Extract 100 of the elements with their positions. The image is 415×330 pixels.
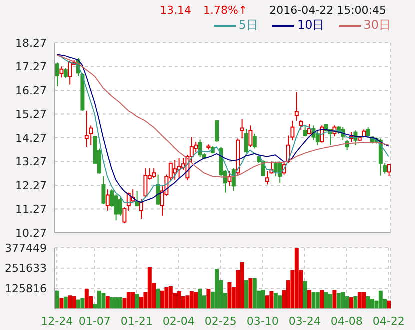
text: 13.14 [160,4,192,17]
bar [215,269,220,309]
candlestick [266,170,270,186]
bar [350,298,354,309]
candlestick [152,168,156,179]
candlestick [294,92,299,122]
x-tick-label: 01-07 [78,314,111,328]
x-tick-label: 02-25 [204,314,237,328]
legend-label: 30日 [364,17,391,34]
legend-label: 10日 [297,17,325,34]
candlestick [102,176,106,205]
bar [194,292,198,309]
candlestick [156,174,160,206]
y-tick-label: 16.27 [16,84,47,98]
bar [114,298,118,309]
bar [387,300,391,309]
candlestick [366,126,370,137]
bar [308,290,312,309]
bar [370,299,374,309]
bar [274,293,278,309]
bar [110,298,114,309]
x-tick-label: 12-24 [41,314,74,328]
legend-label: 5日 [238,17,258,34]
bar [126,292,131,309]
bar [148,267,152,309]
y-tick-label: 14.27 [16,132,47,145]
bar [294,248,299,309]
bar [198,289,202,309]
bar [106,296,110,309]
candlestick [252,133,257,150]
bar [336,293,341,309]
candlestick [60,66,64,78]
candlestick [240,118,244,140]
bar [164,287,169,309]
x-tick-label: 04-22 [372,314,405,328]
bar [341,292,346,309]
candlestick [177,158,182,179]
candlestick [198,139,202,158]
bar [354,296,358,309]
bar [206,289,211,309]
bar [177,292,182,309]
bar [278,296,282,309]
x-tick-label: 01-21 [120,314,153,328]
x-tick-label: 03-24 [288,314,321,328]
x-tick-label: 02-04 [162,314,195,328]
bar [362,292,366,309]
bar [240,262,244,309]
x-tick-label: 04-08 [330,314,363,328]
y-tick-label: 10.27 [16,226,47,240]
text: 1.78%↑ [204,4,248,17]
bar [102,293,106,309]
bar [80,298,85,309]
y-tick-label: 18.27 [16,36,47,50]
bar [72,296,76,309]
bar [168,286,173,309]
y-tick-label: 17.27 [16,60,47,74]
y-tick-label: 12.27 [16,179,47,192]
bar [84,289,89,309]
bar [266,296,270,309]
candlestick [118,197,122,216]
bar [160,290,164,309]
candlestick [316,130,320,146]
bar [303,281,308,309]
candlestick [274,161,278,177]
candlestick [64,68,68,79]
bar [228,282,232,309]
bar [270,292,274,309]
bar [252,278,257,309]
candlestick [244,128,248,154]
bar [244,280,248,309]
candlestick [303,125,308,138]
bar [324,292,328,309]
text: 2016-04-22 15:00:45 [270,4,386,17]
bar [332,290,337,309]
bar [156,289,160,309]
candlestick [215,120,220,143]
bar [98,290,102,309]
bar [56,290,60,309]
y-tick-label: 11.27 [16,203,47,216]
candlestick [114,194,118,222]
bar [131,292,136,309]
bar [366,296,370,309]
candlestick [248,125,253,148]
bar [320,290,324,309]
y-tick-label: 15.27 [16,108,47,122]
y-tick-label: 125816 [5,282,47,296]
x-tick-label: 03-10 [246,314,279,328]
candlestick [173,160,178,180]
y-tick-label: 251633 [5,262,47,276]
bar [135,294,140,309]
bar [68,296,72,309]
candlestick [68,60,72,86]
candlestick [84,110,89,148]
bar [248,278,253,309]
bar [328,294,332,309]
bar [118,298,122,309]
bar [64,296,68,309]
bar [316,292,320,309]
bar [378,290,383,309]
bar [186,296,190,309]
